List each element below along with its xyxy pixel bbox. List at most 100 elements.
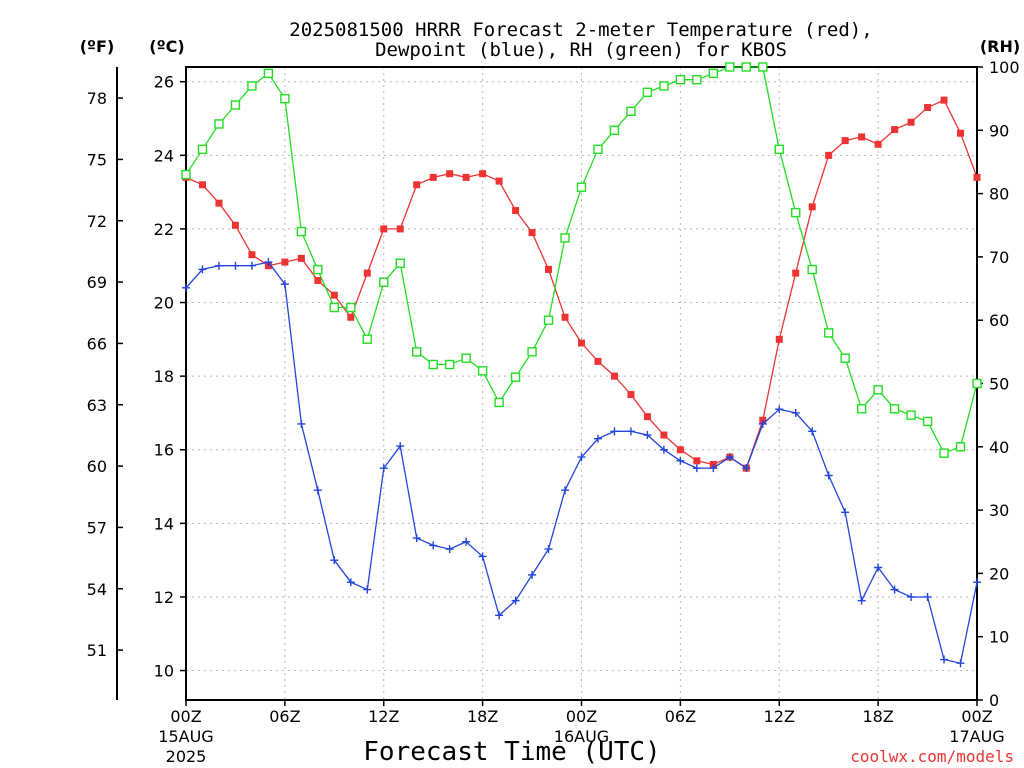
- rh-tick-label: 30: [989, 501, 1009, 520]
- plot-frame: [185, 66, 978, 701]
- temperature-point: [676, 446, 684, 454]
- x-tick-label: 00Z: [961, 707, 992, 726]
- rh-point: [807, 264, 817, 275]
- temperature-point: [907, 118, 915, 126]
- rh-point: [263, 68, 274, 79]
- fahrenheit-tick-label: 78: [87, 89, 107, 108]
- x-tick-label: 06Z: [665, 707, 696, 726]
- dewpoint-point: [231, 261, 240, 270]
- x-axis-title: Forecast Time (UTC): [363, 737, 660, 767]
- x-tick-label: 00Z: [566, 707, 597, 726]
- temperature-point: [380, 225, 388, 233]
- dewpoint-point: [907, 592, 916, 601]
- temperature-point: [231, 221, 239, 229]
- rh-point: [230, 100, 241, 110]
- tick-labels: 10 12 14 16 18 20 22 24 26 51 54 57 60 63 66 69 72 75 78 0 1…: [87, 58, 1020, 766]
- rh-point: [247, 81, 257, 91]
- dewpoint-point: [396, 442, 405, 451]
- rh-point: [791, 207, 801, 218]
- temperature-point: [775, 335, 783, 343]
- dewpoint-point: [577, 453, 586, 462]
- temperature-point: [330, 291, 338, 299]
- temperature-point: [610, 372, 618, 380]
- temperature-point: [594, 357, 602, 365]
- rh-point: [725, 62, 735, 72]
- rh-point: [543, 315, 554, 325]
- temperature-point: [429, 173, 437, 181]
- dewpoint-point: [676, 456, 685, 465]
- rh-point: [675, 74, 686, 85]
- dewpoint-point: [857, 596, 866, 605]
- dewpoint-point: [824, 471, 833, 480]
- x-tick-date-label: 15AUG: [158, 727, 213, 746]
- celsius-tick-label: 20: [154, 294, 174, 313]
- rh-axis-label: (RH): [980, 37, 1020, 56]
- celsius-tick-label: 10: [154, 662, 174, 681]
- x-tick-label: 18Z: [467, 707, 498, 726]
- dewpoint-line: [185, 261, 978, 664]
- rh-point: [741, 62, 751, 72]
- dewpoint-point: [198, 265, 207, 274]
- rh-tick-label: 100: [989, 58, 1020, 77]
- dewpoint-point: [313, 486, 322, 495]
- celsius-tick-label: 22: [154, 220, 174, 239]
- fahrenheit-tick-label: 66: [87, 334, 107, 353]
- temperature-point: [792, 269, 800, 277]
- temperature-point: [248, 251, 256, 259]
- dewpoint-point: [495, 611, 504, 620]
- dewpoint-point: [445, 545, 454, 554]
- fahrenheit-tick-label: 69: [87, 273, 107, 292]
- credit-text: coolwx.com/models: [850, 747, 1014, 766]
- x-tick-label: 12Z: [764, 707, 795, 726]
- temperature-point: [858, 133, 866, 141]
- celsius-tick-label: 16: [154, 441, 174, 460]
- dewpoint-point: [742, 464, 751, 473]
- temperature-point: [281, 258, 289, 266]
- temperature-point: [512, 207, 520, 215]
- temperature-point: [495, 177, 503, 185]
- temperature-point: [363, 269, 371, 277]
- dewpoint-point: [956, 659, 965, 668]
- dewpoint-point: [379, 464, 388, 473]
- fahrenheit-tick-label: 63: [87, 396, 107, 415]
- dewpoint-point: [775, 405, 784, 414]
- rh-point: [494, 397, 504, 408]
- rh-point: [955, 442, 966, 452]
- dewpoint-point: [692, 464, 701, 473]
- temperature-point: [825, 151, 833, 159]
- rh-point: [758, 62, 768, 72]
- fahrenheit-axis-label: (ºF): [80, 37, 115, 56]
- rh-point: [939, 448, 949, 458]
- rh-point: [510, 372, 521, 382]
- temperature-point: [891, 126, 899, 134]
- dewpoint-point: [626, 427, 635, 436]
- dewpoint-point: [610, 427, 619, 436]
- dewpoint-point: [214, 261, 223, 270]
- fahrenheit-tick-label: 75: [87, 150, 107, 169]
- rh-point: [708, 68, 719, 79]
- temperature-point: [462, 173, 470, 181]
- data-series: [181, 62, 982, 668]
- rh-point: [280, 93, 290, 104]
- temperature-point: [643, 413, 651, 421]
- dewpoint-point: [659, 445, 668, 454]
- dewpoint-point: [808, 427, 817, 436]
- temperature-point: [314, 276, 322, 284]
- rh-point: [972, 378, 982, 389]
- rh-tick-label: 60: [989, 311, 1009, 330]
- temperature-point: [874, 140, 882, 148]
- temperature-point: [297, 254, 305, 262]
- celsius-tick-label: 18: [154, 367, 174, 386]
- rh-point: [922, 416, 933, 427]
- dewpoint-point: [758, 419, 767, 428]
- grid-lines: [186, 67, 977, 700]
- rh-point: [477, 366, 488, 376]
- dewpoint-point: [297, 419, 306, 428]
- x-tick-label: 12Z: [368, 707, 399, 726]
- fahrenheit-tick-label: 60: [87, 457, 107, 476]
- dewpoint-point: [280, 280, 289, 289]
- celsius-axis-label: (ºC): [149, 37, 184, 56]
- rh-point: [856, 404, 867, 414]
- dewpoint-point: [709, 464, 718, 473]
- rh-tick-label: 70: [989, 248, 1009, 267]
